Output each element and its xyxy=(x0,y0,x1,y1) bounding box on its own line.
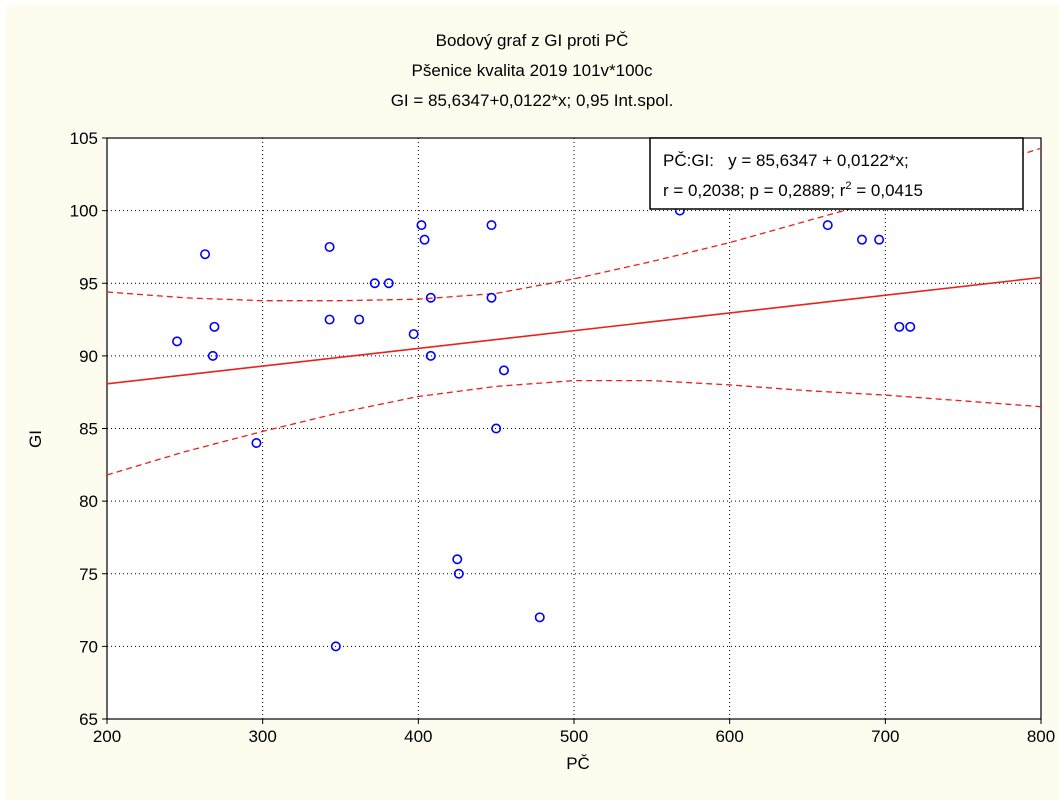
data-point xyxy=(408,329,419,340)
x-tick-label: 200 xyxy=(93,727,121,746)
data-point xyxy=(425,350,436,361)
data-point xyxy=(453,568,464,579)
x-tick-label: 700 xyxy=(871,727,899,746)
y-axis-label: GI xyxy=(26,430,45,448)
data-point xyxy=(330,641,341,652)
regression-line xyxy=(106,276,1042,385)
data-point xyxy=(416,220,427,231)
data-point xyxy=(498,365,509,376)
data-point xyxy=(874,234,885,245)
x-tick-label: 600 xyxy=(715,727,743,746)
data-point xyxy=(491,423,502,434)
y-tick-label: 65 xyxy=(79,710,98,729)
y-tick-label: 70 xyxy=(79,637,98,656)
data-point xyxy=(534,612,545,623)
data-point xyxy=(419,234,430,245)
legend-stats-prefix: r = 0,2038; p = 0,2889; r xyxy=(663,181,846,200)
chart-title-line-1: Bodový graf z GI proti PČ xyxy=(435,31,629,50)
y-tick-label: 90 xyxy=(79,347,98,366)
data-point xyxy=(486,292,497,303)
y-tick-label: 80 xyxy=(79,492,98,511)
data-point xyxy=(452,554,463,565)
data-point xyxy=(822,220,833,231)
legend-stats: r = 0,2038; p = 0,2889; r2 = 0,0415 xyxy=(663,180,923,200)
confidence-lower-line xyxy=(106,379,1042,476)
y-tick-label: 85 xyxy=(79,420,98,439)
data-point xyxy=(383,278,394,289)
y-tick-label: 100 xyxy=(70,202,98,221)
legend-frame xyxy=(649,137,1024,210)
x-axis-label: PČ xyxy=(566,754,590,773)
x-tick-label: 500 xyxy=(560,727,588,746)
chart-title-line-3: GI = 85,6347+0,0122*x; 0,95 Int.spol. xyxy=(390,91,674,110)
legend-stats-superscript: 2 xyxy=(845,180,851,192)
legend-box: PČ:GI: y = 85,6347 + 0,0122*x; r = 0,203… xyxy=(649,137,1024,210)
data-point xyxy=(354,314,365,325)
legend-equation: PČ:GI: y = 85,6347 + 0,0122*x; xyxy=(663,151,909,170)
data-point xyxy=(425,292,436,303)
data-point xyxy=(369,278,380,289)
x-tick-label: 300 xyxy=(248,727,276,746)
data-point xyxy=(207,350,218,361)
data-point xyxy=(172,336,183,347)
legend-stats-suffix: = 0,0415 xyxy=(852,181,923,200)
x-tick-label: 800 xyxy=(1027,727,1055,746)
x-tick-label: 400 xyxy=(404,727,432,746)
chart-frame: Bodový graf z GI proti PČ Pšenice kvalit… xyxy=(5,5,1059,800)
scatter-chart: 200 300 400 500 600 700 800 65 70 75 80 85 90 95 100 10… xyxy=(26,129,1055,773)
data-point xyxy=(486,220,497,231)
data-point xyxy=(324,314,335,325)
data-point xyxy=(209,321,220,332)
chart-title-line-2: Pšenice kvalita 2019 101v*100c xyxy=(411,61,653,80)
data-point xyxy=(905,321,916,332)
data-point xyxy=(324,241,335,252)
data-point xyxy=(894,321,905,332)
y-tick-label: 95 xyxy=(79,274,98,293)
data-point xyxy=(251,438,262,449)
y-tick-label: 75 xyxy=(79,565,98,584)
data-point xyxy=(856,234,867,245)
y-tick-label: 105 xyxy=(70,129,98,148)
data-point xyxy=(200,249,211,260)
